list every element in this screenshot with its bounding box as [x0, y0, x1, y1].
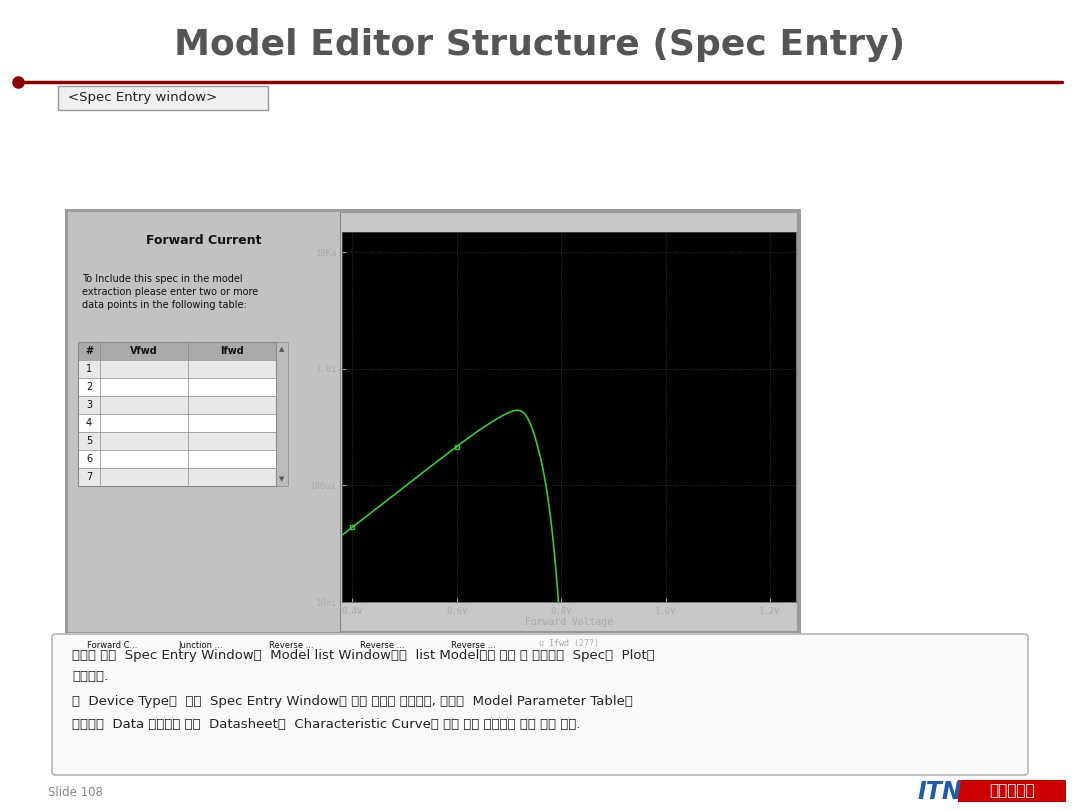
- Text: 그림과 같이  Spec Entry Window는  Model list Window에서  list Model들을 선택 시 해당하는  Spec과  : 그림과 같이 Spec Entry Window는 Model list Win…: [72, 649, 654, 662]
- Text: Reverse ...: Reverse ...: [360, 642, 405, 650]
- Text: ITN: ITN: [918, 780, 962, 804]
- Text: Reverse ...: Reverse ...: [269, 642, 313, 650]
- Bar: [342, 232, 796, 602]
- Text: 1: 1: [86, 364, 92, 374]
- Text: 제공한다.: 제공한다.: [72, 671, 108, 684]
- Text: Forward C...: Forward C...: [87, 642, 137, 650]
- Text: ▲: ▲: [280, 346, 285, 352]
- Bar: [165, 641, 176, 652]
- Bar: [78, 378, 276, 396]
- Text: Ifwd: Ifwd: [220, 346, 244, 356]
- Bar: [78, 414, 276, 432]
- FancyBboxPatch shape: [58, 86, 268, 110]
- Text: 7: 7: [86, 472, 92, 482]
- Text: 6: 6: [86, 454, 92, 464]
- Text: ▼: ▼: [280, 476, 285, 482]
- Text: 2: 2: [86, 382, 92, 392]
- Bar: [436, 635, 524, 657]
- Text: Forward Current: Forward Current: [146, 233, 261, 246]
- Bar: [254, 635, 342, 657]
- Text: Vfwd: Vfwd: [130, 346, 158, 356]
- Text: ㎜아이티앤: ㎜아이티앤: [989, 783, 1035, 799]
- Bar: [68, 212, 798, 632]
- Text: <Spec Entry window>: <Spec Entry window>: [68, 92, 217, 104]
- Text: 4: 4: [86, 418, 92, 428]
- Bar: [438, 641, 449, 652]
- Text: 3: 3: [86, 400, 92, 410]
- Bar: [75, 641, 85, 652]
- Text: #: #: [85, 346, 93, 356]
- Bar: [78, 360, 276, 378]
- X-axis label: Forward Voltage: Forward Voltage: [525, 617, 613, 627]
- Text: u Ifwd (27?): u Ifwd (27?): [539, 639, 599, 648]
- Text: Slide 108: Slide 108: [48, 786, 103, 799]
- Text: 5: 5: [86, 436, 92, 446]
- Text: Junction ...: Junction ...: [178, 642, 222, 650]
- Bar: [78, 450, 276, 468]
- Bar: [72, 635, 160, 657]
- Text: To Include this spec in the model
extraction please enter two or more
data point: To Include this spec in the model extrac…: [82, 274, 258, 310]
- Text: 각  Device Type들  마다  Spec Entry Window의 작업 환경이 변경되며, 아래의  Model Parameter Table과: 각 Device Type들 마다 Spec Entry Window의 작업 …: [72, 696, 633, 709]
- Bar: [347, 641, 357, 652]
- Text: Reverse ...: Reverse ...: [451, 642, 496, 650]
- Bar: [78, 396, 276, 414]
- Bar: [256, 641, 267, 652]
- Bar: [78, 342, 276, 486]
- Text: 상호간의  Data 호환으로 일반  Datasheet의  Characteristic Curve를 옵겨 놓은 환경이라 생각 하면 쉽다.: 상호간의 Data 호환으로 일반 Datasheet의 Characteris…: [72, 718, 581, 731]
- FancyBboxPatch shape: [52, 634, 1028, 775]
- Bar: [78, 468, 276, 486]
- Bar: [163, 635, 251, 657]
- Bar: [66, 210, 800, 659]
- Bar: [78, 342, 276, 360]
- Bar: [345, 635, 433, 657]
- Bar: [68, 212, 340, 632]
- Bar: [958, 780, 1066, 802]
- Bar: [276, 342, 288, 486]
- Text: Model Editor Structure (Spec Entry): Model Editor Structure (Spec Entry): [175, 28, 905, 62]
- Bar: [78, 432, 276, 450]
